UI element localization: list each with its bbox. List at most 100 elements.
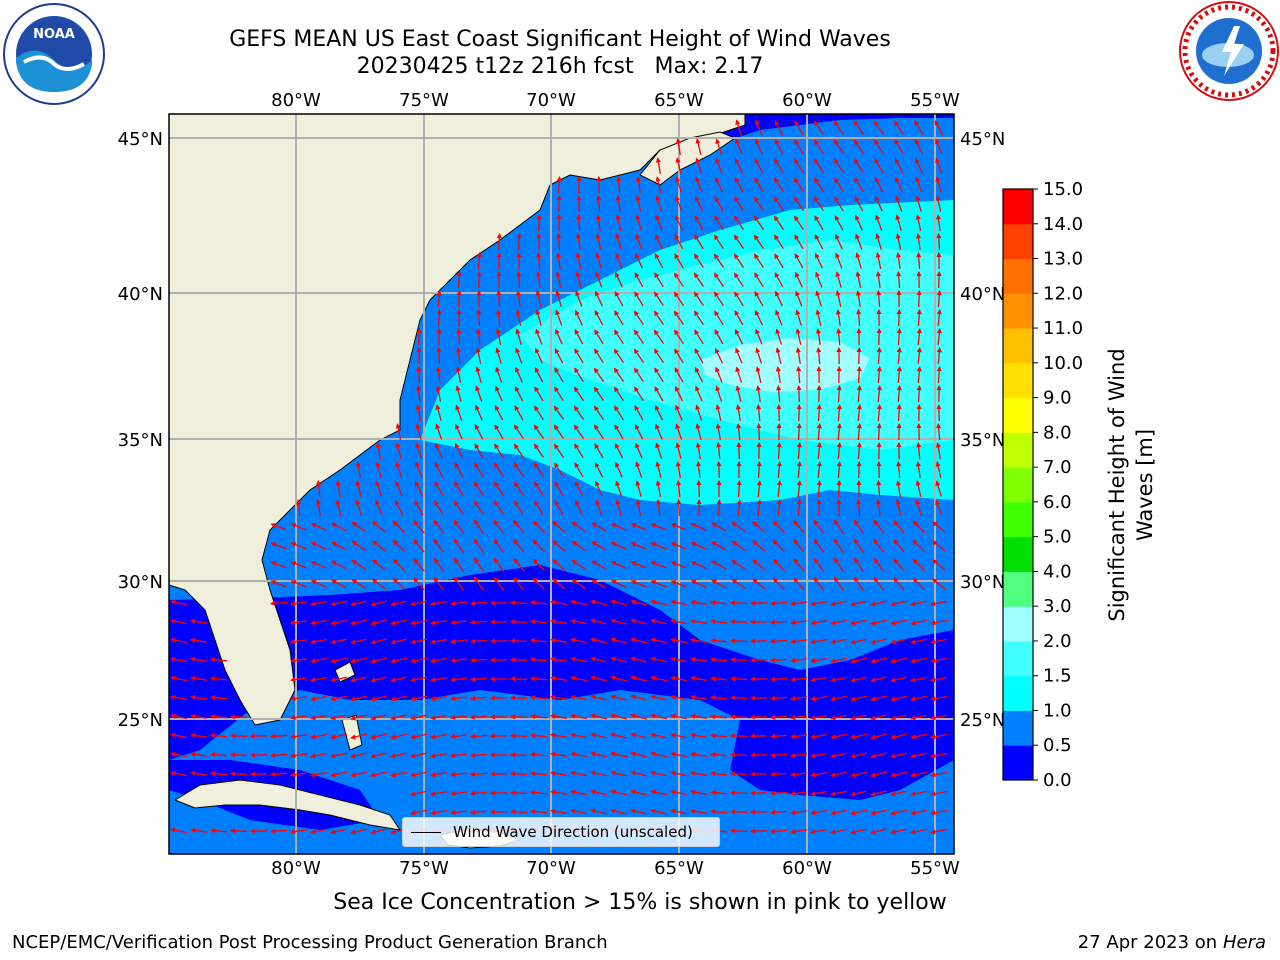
wave-direction-arrow [734, 291, 744, 307]
wave-direction-arrow [410, 600, 427, 607]
wave-direction-arrow [793, 539, 805, 553]
wave-direction-arrow [934, 119, 944, 136]
wave-direction-arrow [916, 365, 922, 384]
wave-direction-arrow [550, 789, 568, 795]
colorbar-segment [1003, 571, 1033, 607]
wave-direction-arrow [269, 771, 288, 777]
wave-direction-arrow [870, 600, 887, 607]
wave-direction-arrow [576, 175, 582, 194]
wave-direction-arrow [590, 751, 607, 758]
wave-direction-arrow [430, 714, 448, 721]
wave-direction-arrow [190, 751, 207, 757]
wave-direction-arrow [810, 809, 828, 816]
wave-direction-arrow [709, 733, 728, 739]
wave-direction-arrow [455, 366, 462, 383]
wave-direction-arrow [532, 539, 546, 553]
wave-direction-arrow [614, 424, 624, 440]
lat-tick-left: 40°N [118, 284, 163, 305]
wave-direction-arrow [876, 384, 882, 403]
wave-direction-arrow [635, 176, 641, 194]
wave-direction-arrow [853, 519, 865, 534]
wave-direction-arrow [610, 523, 627, 531]
wave-direction-arrow [850, 619, 867, 626]
wave-direction-arrow [836, 460, 842, 479]
wave-direction-arrow [575, 252, 582, 269]
wave-direction-arrow [370, 828, 387, 835]
wave-direction-arrow [450, 809, 467, 816]
wave-direction-arrow [890, 657, 907, 664]
wave-direction-arrow [209, 676, 228, 682]
wave-direction-arrow [670, 561, 687, 569]
wave-direction-arrow [535, 347, 543, 364]
wave-direction-arrow [553, 405, 565, 420]
wave-direction-arrow [912, 520, 926, 534]
wave-direction-arrow [513, 519, 525, 534]
colorbar-tick-label: 7.0 [1043, 457, 1072, 478]
wave-direction-arrow [573, 405, 585, 420]
colorbar-segment [1003, 675, 1033, 711]
wave-direction-arrow [935, 442, 941, 460]
wave-direction-arrow [729, 676, 748, 682]
wave-direction-arrow [433, 557, 445, 572]
wave-direction-arrow [910, 619, 927, 626]
wave-direction-arrow [836, 441, 842, 460]
wave-direction-arrow [534, 366, 544, 383]
wave-direction-arrow [754, 253, 764, 269]
wave-direction-arrow [850, 733, 867, 740]
wave-direction-arrow [875, 214, 883, 231]
wave-direction-arrow [773, 215, 785, 230]
wave-direction-arrow [514, 405, 524, 421]
wave-direction-arrow [395, 423, 402, 441]
wave-direction-arrow [830, 619, 847, 626]
colorbar-tick-label: 11.0 [1043, 318, 1083, 339]
wave-direction-arrow [430, 657, 448, 664]
wave-direction-arrow [509, 619, 528, 625]
wave-direction-arrow [890, 790, 907, 797]
wave-direction-arrow [895, 176, 903, 193]
wave-direction-arrow [893, 577, 905, 591]
wave-direction-arrow [454, 481, 464, 497]
wave-direction-arrow [610, 770, 627, 777]
wave-direction-arrow [650, 599, 667, 606]
wave-direction-arrow [554, 481, 564, 497]
wave-direction-arrow [550, 637, 568, 643]
wave-direction-arrow [729, 752, 748, 758]
wave-direction-arrow [392, 558, 406, 572]
wave-direction-arrow [930, 695, 948, 702]
wave-direction-arrow [833, 538, 845, 553]
wave-direction-arrow [469, 714, 488, 720]
wave-direction-arrow [290, 600, 307, 607]
wave-direction-arrow [936, 270, 942, 289]
wave-direction-arrow [614, 310, 624, 326]
wave-direction-arrow [935, 461, 942, 478]
colorbar-tick-label: 13.0 [1043, 249, 1083, 270]
wave-direction-arrow [930, 809, 948, 816]
lat-tick-right: 35°N [960, 430, 1005, 451]
wave-direction-arrow [450, 657, 467, 664]
wave-direction-arrow [709, 600, 728, 606]
wave-direction-arrow [229, 828, 248, 834]
wave-direction-arrow [910, 752, 927, 759]
wave-direction-arrow [711, 579, 727, 589]
wave-direction-arrow [810, 790, 828, 797]
wave-direction-arrow [709, 771, 728, 777]
wave-direction-arrow [674, 234, 684, 250]
wave-direction-arrow [330, 695, 347, 702]
wave-direction-arrow [355, 480, 362, 497]
wave-direction-arrow [209, 771, 228, 777]
wave-direction-arrow [516, 270, 522, 289]
wave-direction-arrow [754, 138, 764, 155]
wave-direction-arrow [675, 157, 682, 174]
wave-direction-arrow [473, 481, 485, 496]
wave-direction-arrow [650, 523, 667, 531]
wave-direction-arrow [916, 251, 922, 270]
wave-direction-arrow [714, 329, 724, 345]
wave-direction-arrow [590, 732, 607, 739]
wave-direction-arrow [931, 559, 946, 571]
wave-direction-arrow [930, 752, 948, 759]
wave-direction-arrow [290, 752, 307, 759]
wave-direction-arrow [635, 195, 642, 212]
wave-direction-arrow [873, 576, 885, 591]
wave-direction-arrow [876, 365, 882, 384]
wave-direction-arrow [433, 519, 445, 534]
